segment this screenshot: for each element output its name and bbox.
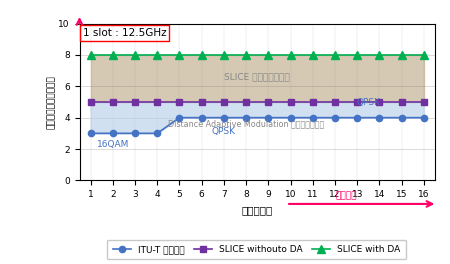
SLICE withouto DA <box>377 100 382 103</box>
SLICE with DA <box>266 53 271 56</box>
SLICE with DA <box>421 53 427 56</box>
ITU-T グリッド <box>332 116 338 119</box>
SLICE with DA <box>88 53 93 56</box>
SLICE withouto DA <box>221 100 227 103</box>
X-axis label: 経由ノード: 経由ノード <box>242 205 273 215</box>
Text: QPSK: QPSK <box>356 98 380 107</box>
Text: 1 slot : 12.5GHz: 1 slot : 12.5GHz <box>83 28 166 38</box>
ITU-T グリッド <box>288 116 293 119</box>
SLICE withouto DA <box>243 100 249 103</box>
Line: ITU-T グリッド: ITU-T グリッド <box>87 115 427 136</box>
SLICE withouto DA <box>421 100 427 103</box>
SLICE with DA <box>221 53 227 56</box>
Text: QPSK: QPSK <box>212 127 236 136</box>
SLICE with DA <box>399 53 405 56</box>
SLICE withouto DA <box>310 100 315 103</box>
SLICE withouto DA <box>132 100 138 103</box>
SLICE with DA <box>332 53 338 56</box>
Text: 16QAM: 16QAM <box>97 140 129 149</box>
ITU-T グリッド <box>310 116 315 119</box>
ITU-T グリッド <box>177 116 182 119</box>
SLICE with DA <box>310 53 315 56</box>
SLICE with DA <box>132 53 138 56</box>
Legend: ITU-T グリッド, SLICE withouto DA, SLICE with DA: ITU-T グリッド, SLICE withouto DA, SLICE wit… <box>108 240 405 260</box>
SLICE withouto DA <box>88 100 93 103</box>
SLICE withouto DA <box>110 100 116 103</box>
ITU-T グリッド <box>154 132 160 135</box>
ITU-T グリッド <box>88 132 93 135</box>
Text: Distance Adaptive Modulation による削除効果: Distance Adaptive Modulation による削除効果 <box>168 120 324 129</box>
SLICE with DA <box>355 53 360 56</box>
Line: SLICE with DA: SLICE with DA <box>87 51 428 59</box>
SLICE withouto DA <box>332 100 338 103</box>
Line: SLICE withouto DA: SLICE withouto DA <box>87 99 427 105</box>
SLICE withouto DA <box>154 100 160 103</box>
ITU-T グリッド <box>199 116 204 119</box>
SLICE with DA <box>154 53 160 56</box>
ITU-T グリッド <box>399 116 405 119</box>
SLICE with DA <box>243 53 249 56</box>
Text: SLICE による削除効果: SLICE による削除効果 <box>225 72 290 81</box>
SLICE with DA <box>110 53 116 56</box>
SLICE withouto DA <box>355 100 360 103</box>
ITU-T グリッド <box>110 132 116 135</box>
Y-axis label: 必要周波数スロット数: 必要周波数スロット数 <box>46 75 55 129</box>
ITU-T グリッド <box>355 116 360 119</box>
SLICE withouto DA <box>399 100 405 103</box>
SLICE withouto DA <box>199 100 204 103</box>
SLICE with DA <box>177 53 182 56</box>
SLICE withouto DA <box>288 100 293 103</box>
ITU-T グリッド <box>132 132 138 135</box>
SLICE with DA <box>199 53 204 56</box>
ITU-T グリッド <box>377 116 382 119</box>
SLICE withouto DA <box>177 100 182 103</box>
ITU-T グリッド <box>243 116 249 119</box>
SLICE with DA <box>377 53 382 56</box>
ITU-T グリッド <box>221 116 227 119</box>
SLICE with DA <box>288 53 293 56</box>
ITU-T グリッド <box>266 116 271 119</box>
Text: 通信距離: 通信距離 <box>335 192 357 201</box>
SLICE withouto DA <box>266 100 271 103</box>
ITU-T グリッド <box>421 116 427 119</box>
